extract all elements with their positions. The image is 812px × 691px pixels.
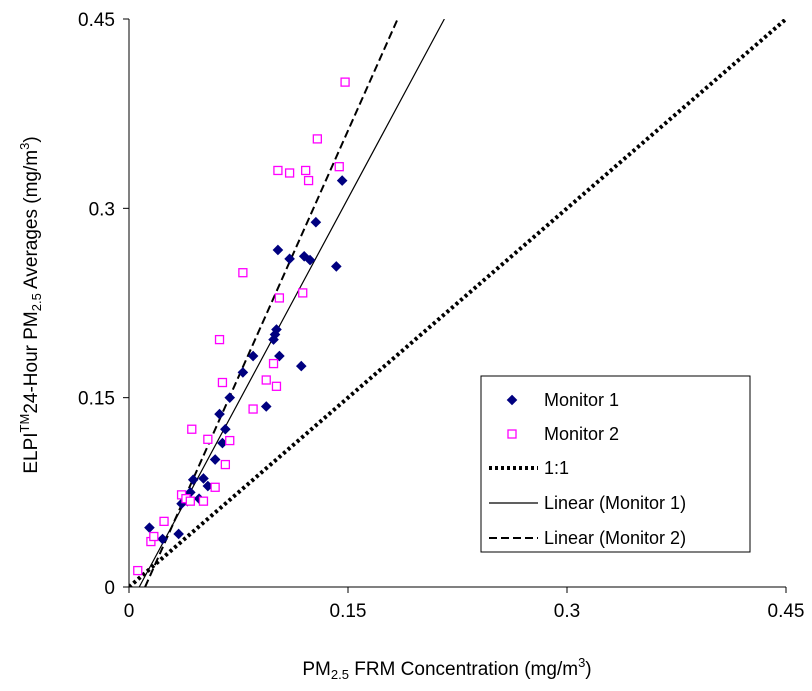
monitor-2-point bbox=[273, 165, 283, 176]
monitor-2-point bbox=[271, 381, 282, 391]
monitor-1-point bbox=[157, 533, 168, 545]
x-tick-label: 0.45 bbox=[768, 601, 805, 622]
legend-label: Linear (Monitor 2) bbox=[544, 528, 686, 548]
y-tick-label: 0.15 bbox=[78, 389, 115, 410]
monitor-2-point bbox=[298, 288, 308, 298]
legend-square-marker bbox=[507, 429, 517, 439]
monitor-1-point bbox=[247, 350, 259, 362]
y-tick-label: 0.45 bbox=[78, 10, 115, 31]
monitor-2-point bbox=[312, 134, 322, 144]
monitor-1-point bbox=[295, 360, 307, 372]
monitor-2-point bbox=[284, 168, 295, 178]
monitor-2-point bbox=[274, 293, 285, 303]
monitor-2-point bbox=[261, 375, 271, 385]
monitor-2-point bbox=[248, 404, 258, 414]
monitor-1-point bbox=[304, 254, 316, 266]
legend-one-to-one: 1:1 bbox=[489, 458, 569, 478]
monitor-1-point bbox=[284, 253, 295, 265]
legend-linear-monitor-1: Linear (Monitor 1) bbox=[489, 493, 686, 513]
monitor-2-point bbox=[334, 162, 344, 172]
x-tick-label: 0.15 bbox=[330, 601, 367, 622]
monitor-2-point bbox=[203, 434, 213, 444]
monitor-1-point bbox=[272, 244, 284, 256]
monitor-1-point bbox=[336, 175, 348, 186]
monitor-2-point bbox=[187, 424, 197, 434]
legend-linear-monitor-2: Linear (Monitor 2) bbox=[489, 528, 686, 548]
y-axis-title: ELPITM24-Hour PM2.5 Averages (mg/m3) bbox=[17, 136, 44, 473]
x-tick-label: 0.3 bbox=[554, 601, 580, 622]
monitor-2-point bbox=[268, 358, 279, 369]
monitor-1-point bbox=[220, 423, 231, 435]
monitor-1-point bbox=[260, 401, 272, 412]
legend-label: Linear (Monitor 1) bbox=[544, 493, 686, 513]
legend-monitor-1: Monitor 1 bbox=[506, 390, 619, 410]
legend-box bbox=[480, 375, 751, 553]
legend-monitor-2: Monitor 2 bbox=[507, 424, 619, 444]
y-tick-label: 0.3 bbox=[89, 199, 115, 220]
series-2-points bbox=[133, 77, 350, 576]
legend-label: Monitor 2 bbox=[544, 424, 619, 444]
one-to-one-line bbox=[129, 19, 786, 587]
monitor-2-point bbox=[217, 377, 228, 388]
monitor-2-point bbox=[210, 482, 220, 492]
monitor-1-point bbox=[331, 261, 342, 272]
monitor-1-point bbox=[173, 528, 184, 540]
monitor-2-point bbox=[220, 459, 231, 470]
monitor-2-point bbox=[238, 268, 248, 278]
legend-label: 1:1 bbox=[544, 458, 569, 478]
monitor-2-point bbox=[159, 516, 169, 527]
monitor-2-point bbox=[133, 565, 143, 576]
monitor-1-point bbox=[237, 367, 249, 378]
monitor-2-point bbox=[301, 165, 311, 176]
monitor-1-point bbox=[310, 216, 322, 228]
x-tick-label: 0 bbox=[124, 601, 135, 622]
monitor-1-point bbox=[209, 454, 221, 465]
x-axis-title: PM2.5 FRM Concentration (mg/m3) bbox=[302, 655, 591, 682]
y-tick-label: 0 bbox=[104, 578, 115, 599]
monitor-1-point bbox=[198, 473, 209, 484]
monitor-2-point bbox=[185, 496, 195, 506]
monitor-2-point bbox=[149, 531, 159, 542]
monitor-1-point bbox=[274, 350, 285, 362]
monitor-2-point bbox=[198, 496, 209, 506]
monitor-2-point bbox=[340, 77, 350, 87]
monitor-1-point bbox=[224, 392, 236, 403]
monitor-2-point bbox=[303, 175, 314, 186]
legend-label: Monitor 1 bbox=[544, 390, 619, 410]
monitor-2-point bbox=[225, 435, 235, 446]
monitor-1-point bbox=[187, 474, 199, 486]
monitor-1-point bbox=[214, 408, 225, 420]
monitor-1-point bbox=[271, 324, 282, 335]
legend-diamond-marker bbox=[506, 394, 518, 406]
legend: Monitor 1 Monitor 2 1:1 Linear (Monitor 1) L… bbox=[480, 375, 751, 553]
monitor-2-point bbox=[214, 334, 225, 345]
